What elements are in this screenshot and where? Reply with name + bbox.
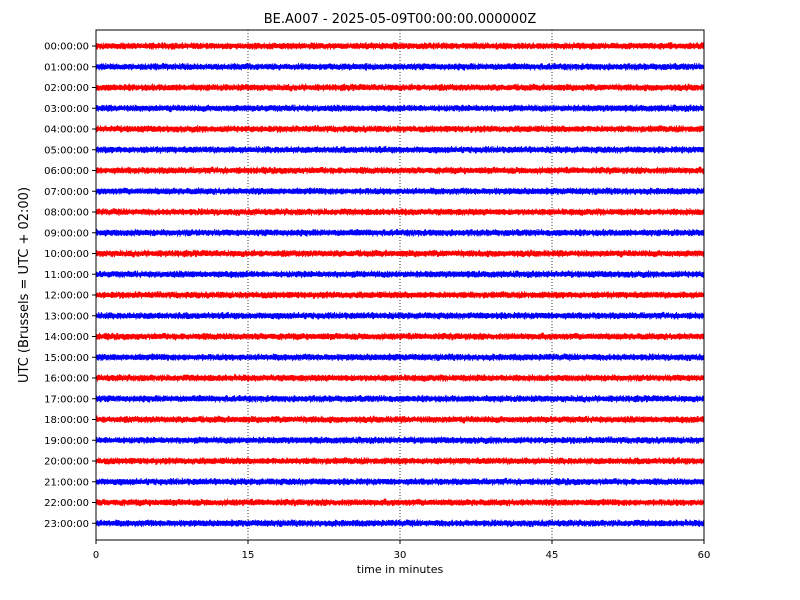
y-tick-label: 04:00:00	[44, 125, 89, 136]
y-tick-label: 16:00:00	[44, 374, 89, 385]
x-tick-label: 45	[546, 550, 559, 561]
trace-line	[95, 42, 705, 50]
y-tick-label: 03:00:00	[44, 104, 89, 115]
trace-line	[95, 62, 705, 71]
x-tick-label: 0	[93, 550, 99, 561]
trace-line	[95, 145, 705, 154]
trace-line	[95, 249, 705, 258]
trace-line	[95, 228, 705, 237]
y-tick-label: 12:00:00	[44, 291, 89, 302]
y-tick-label: 21:00:00	[44, 477, 89, 488]
y-tick-label: 05:00:00	[44, 145, 89, 156]
trace-line	[95, 498, 705, 507]
x-tick-label: 30	[394, 550, 407, 561]
trace-line	[95, 104, 705, 113]
vertical-grid	[247, 30, 553, 540]
y-tick-label: 18:00:00	[44, 415, 89, 426]
chart-title: BE.A007 - 2025-05-09T00:00:00.000000Z	[264, 12, 537, 27]
trace-line	[95, 207, 705, 216]
y-tick-label: 08:00:00	[44, 208, 89, 219]
y-tick-label: 22:00:00	[44, 498, 89, 509]
y-tick-label: 15:00:00	[44, 353, 89, 364]
trace-line	[95, 457, 705, 466]
y-tick-label: 10:00:00	[44, 249, 89, 260]
trace-line	[95, 83, 705, 92]
y-tick-label: 19:00:00	[44, 436, 89, 447]
y-tick-label: 07:00:00	[44, 187, 89, 198]
trace-line	[95, 187, 705, 196]
trace-line	[95, 311, 705, 320]
trace-line	[95, 332, 705, 341]
trace-line	[95, 166, 705, 175]
y-tick-label: 06:00:00	[44, 166, 89, 177]
trace-line	[95, 394, 705, 403]
trace-line	[95, 436, 705, 445]
x-tick-label: 60	[698, 550, 711, 561]
y-tick-label: 00:00:00	[44, 42, 89, 53]
y-tick-label: 11:00:00	[44, 270, 89, 281]
trace-line	[95, 270, 705, 279]
y-tick-label: 01:00:00	[44, 62, 89, 73]
y-tick-label: 17:00:00	[44, 394, 89, 405]
y-tick-label: 13:00:00	[44, 311, 89, 322]
y-tick-label: 14:00:00	[44, 332, 89, 343]
x-axis-label: time in minutes	[357, 563, 444, 576]
trace-line	[95, 291, 705, 300]
y-tick-label: 20:00:00	[44, 457, 89, 468]
plot-frame	[95, 29, 705, 541]
trace-line	[95, 373, 705, 382]
trace-line	[95, 353, 705, 362]
x-tick-label: 15	[242, 550, 255, 561]
y-axis-label: UTC (Brussels = UTC + 02:00)	[17, 187, 32, 383]
trace-line	[95, 519, 705, 528]
y-tick-label: 23:00:00	[44, 519, 89, 530]
traces	[95, 42, 705, 528]
trace-line	[95, 125, 705, 133]
x-axis-ticks: 0 15 30 45 60	[93, 540, 711, 561]
y-axis-ticks: 00:00:00 01:00:00 02:00:00 03:00:00 04:00:00…	[44, 42, 96, 530]
trace-line	[95, 415, 705, 424]
y-tick-label: 09:00:00	[44, 228, 89, 239]
y-tick-label: 02:00:00	[44, 83, 89, 94]
trace-line	[95, 477, 705, 486]
